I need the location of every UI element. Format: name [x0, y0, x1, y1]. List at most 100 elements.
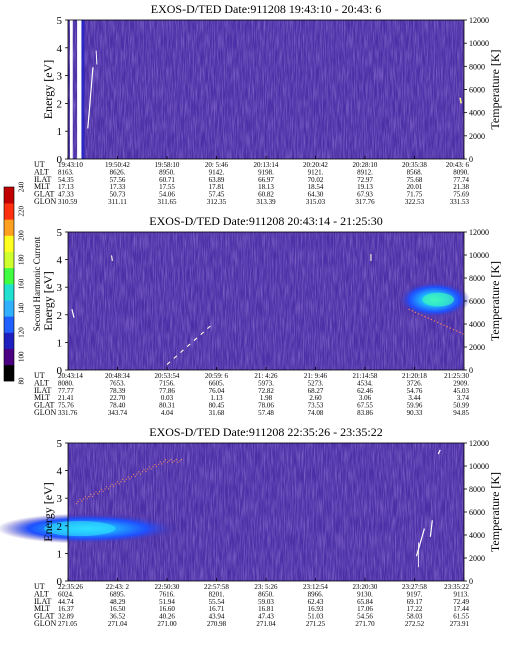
table-cell: 0.03 — [161, 394, 174, 402]
table-cell: 54.56 — [357, 613, 373, 621]
table-cell: 23:20:30 — [353, 583, 378, 591]
table-cell: 57.45 — [209, 191, 225, 199]
signal-streak — [87, 67, 94, 129]
table-cell: 312.35 — [207, 198, 227, 206]
heat-core — [44, 520, 116, 537]
table-cell: 23:12:54 — [303, 583, 328, 591]
table-cell: 71.75 — [407, 191, 423, 199]
table-cell: 5273. — [308, 379, 324, 387]
table-row-label: GLAT — [34, 401, 55, 410]
table-cell: 8201. — [209, 590, 225, 598]
table-cell: 31.68 — [209, 409, 225, 417]
table-cell: 8090. — [453, 168, 469, 176]
table-cell: 65.84 — [357, 598, 373, 606]
panel-title: EXOS-D/TED Date:911208 19:43:10 - 20:43:… — [151, 2, 382, 16]
y-tick-label: 3 — [57, 71, 63, 83]
y-tick-label: 1 — [57, 548, 63, 560]
table-cell: 64.30 — [308, 191, 324, 199]
table-cell: 8950. — [159, 168, 175, 176]
table-cell: 322.53 — [405, 198, 425, 206]
table-row-label: GLAT — [34, 190, 55, 199]
table-cell: 1.13 — [210, 394, 223, 402]
y2-tick-label: 12000 — [469, 16, 489, 25]
table-cell: 9142. — [209, 168, 225, 176]
panel-title: EXOS-D/TED Date:911208 22:35:26 - 23:35:… — [149, 425, 383, 439]
signal-streak — [95, 50, 98, 65]
table-cell: 20:13:14 — [254, 161, 279, 169]
table-cell: 60.71 — [159, 176, 175, 184]
table-cell: 1.98 — [260, 394, 273, 402]
table-cell: 62.46 — [357, 387, 373, 395]
y2-axis-label: Temperature [K] — [488, 261, 502, 341]
table-cell: 20:48:34 — [105, 372, 130, 380]
table-cell: 9197. — [407, 590, 423, 598]
table-cell: 47.33 — [58, 191, 74, 199]
table-cell: 69.17 — [407, 598, 423, 606]
colorbar-tick-label: 140 — [18, 303, 26, 314]
table-cell: 77.86 — [159, 387, 175, 395]
y-tick-label: 2 — [57, 310, 63, 322]
y-tick-label: 0 — [57, 576, 63, 588]
table-cell: 3.74 — [457, 394, 470, 402]
table-cell: 19:50:42 — [105, 161, 130, 169]
colorbar-tick-label: 240 — [18, 181, 26, 192]
table-row-label: ALT — [34, 378, 49, 387]
table-row-label: GLON — [34, 408, 56, 417]
table-cell: 17.06 — [357, 605, 373, 613]
table-cell: 74.08 — [308, 409, 324, 417]
y2-tick-label: 0 — [469, 366, 473, 375]
y-tick-label: 2 — [57, 98, 63, 110]
y2-tick-label: 6000 — [469, 508, 485, 517]
table-cell: 6605. — [209, 379, 225, 387]
data-column — [81, 20, 85, 159]
y2-tick-label: 2000 — [469, 343, 485, 352]
table-cell: 9113. — [454, 590, 470, 598]
table-cell: 22:43: 2 — [106, 583, 130, 591]
table-cell: 317.76 — [355, 198, 375, 206]
y2-tick-label: 8000 — [469, 62, 485, 71]
table-row-label: UT — [34, 582, 45, 591]
y2-tick-label: 2000 — [469, 132, 485, 141]
table-cell: 23: 5:26 — [254, 583, 278, 591]
y-tick-label: 1 — [57, 337, 63, 349]
table-cell: 59.96 — [407, 402, 423, 410]
table-row-label: GLON — [34, 619, 56, 628]
table-cell: 23:35:22 — [444, 583, 469, 591]
table-cell: 16.50 — [110, 605, 126, 613]
colorbar-tick-label: 80 — [18, 377, 26, 385]
table-cell: 8966. — [308, 590, 324, 598]
table-cell: 3.06 — [359, 394, 372, 402]
table-cell: 273.91 — [450, 620, 470, 628]
colorbar-segment — [4, 219, 14, 236]
y-axis-label: Energy [eV] — [41, 60, 55, 119]
table-cell: 7156. — [159, 379, 175, 387]
signal-streak — [71, 309, 75, 318]
table-row-label: ILAT — [34, 597, 51, 606]
y-axis-label: Energy [eV] — [41, 271, 55, 330]
table-cell: 8626. — [110, 168, 126, 176]
table-cell: 19.13 — [357, 183, 373, 191]
table-cell: 343.74 — [108, 409, 128, 417]
table-cell: 78.39 — [110, 387, 126, 395]
table-cell: 18.54 — [308, 183, 324, 191]
table-cell: 45.03 — [453, 387, 469, 395]
table-cell: 17.44 — [453, 605, 469, 613]
panel-2: EXOS-D/TED Date:911208 20:43:14 - 21:25:… — [34, 214, 502, 417]
table-cell: 16.37 — [58, 605, 74, 613]
table-cell: 57.56 — [110, 176, 126, 184]
table-cell: 77.77 — [58, 387, 74, 395]
panel-3: EXOS-D/TED Date:911208 22:35:26 - 23:35:… — [0, 425, 502, 628]
table-cell: 21:25:30 — [444, 372, 469, 380]
table-cell: 59.03 — [258, 598, 274, 606]
table-cell: 22:50:30 — [155, 583, 180, 591]
y2-tick-label: 0 — [469, 577, 473, 586]
table-row-label: ILAT — [34, 386, 51, 395]
colorbar: 80 100 120 140 160 180 200 220 240 Second Harmoni… — [3, 181, 42, 385]
table-cell: 19:58:10 — [155, 161, 180, 169]
table-cell: 63.89 — [209, 176, 225, 184]
y-tick-label: 4 — [57, 255, 63, 267]
colorbar-segment — [4, 284, 14, 301]
heat-core — [422, 292, 455, 307]
table-cell: 51.94 — [159, 598, 175, 606]
table-cell: 60.82 — [258, 191, 274, 199]
